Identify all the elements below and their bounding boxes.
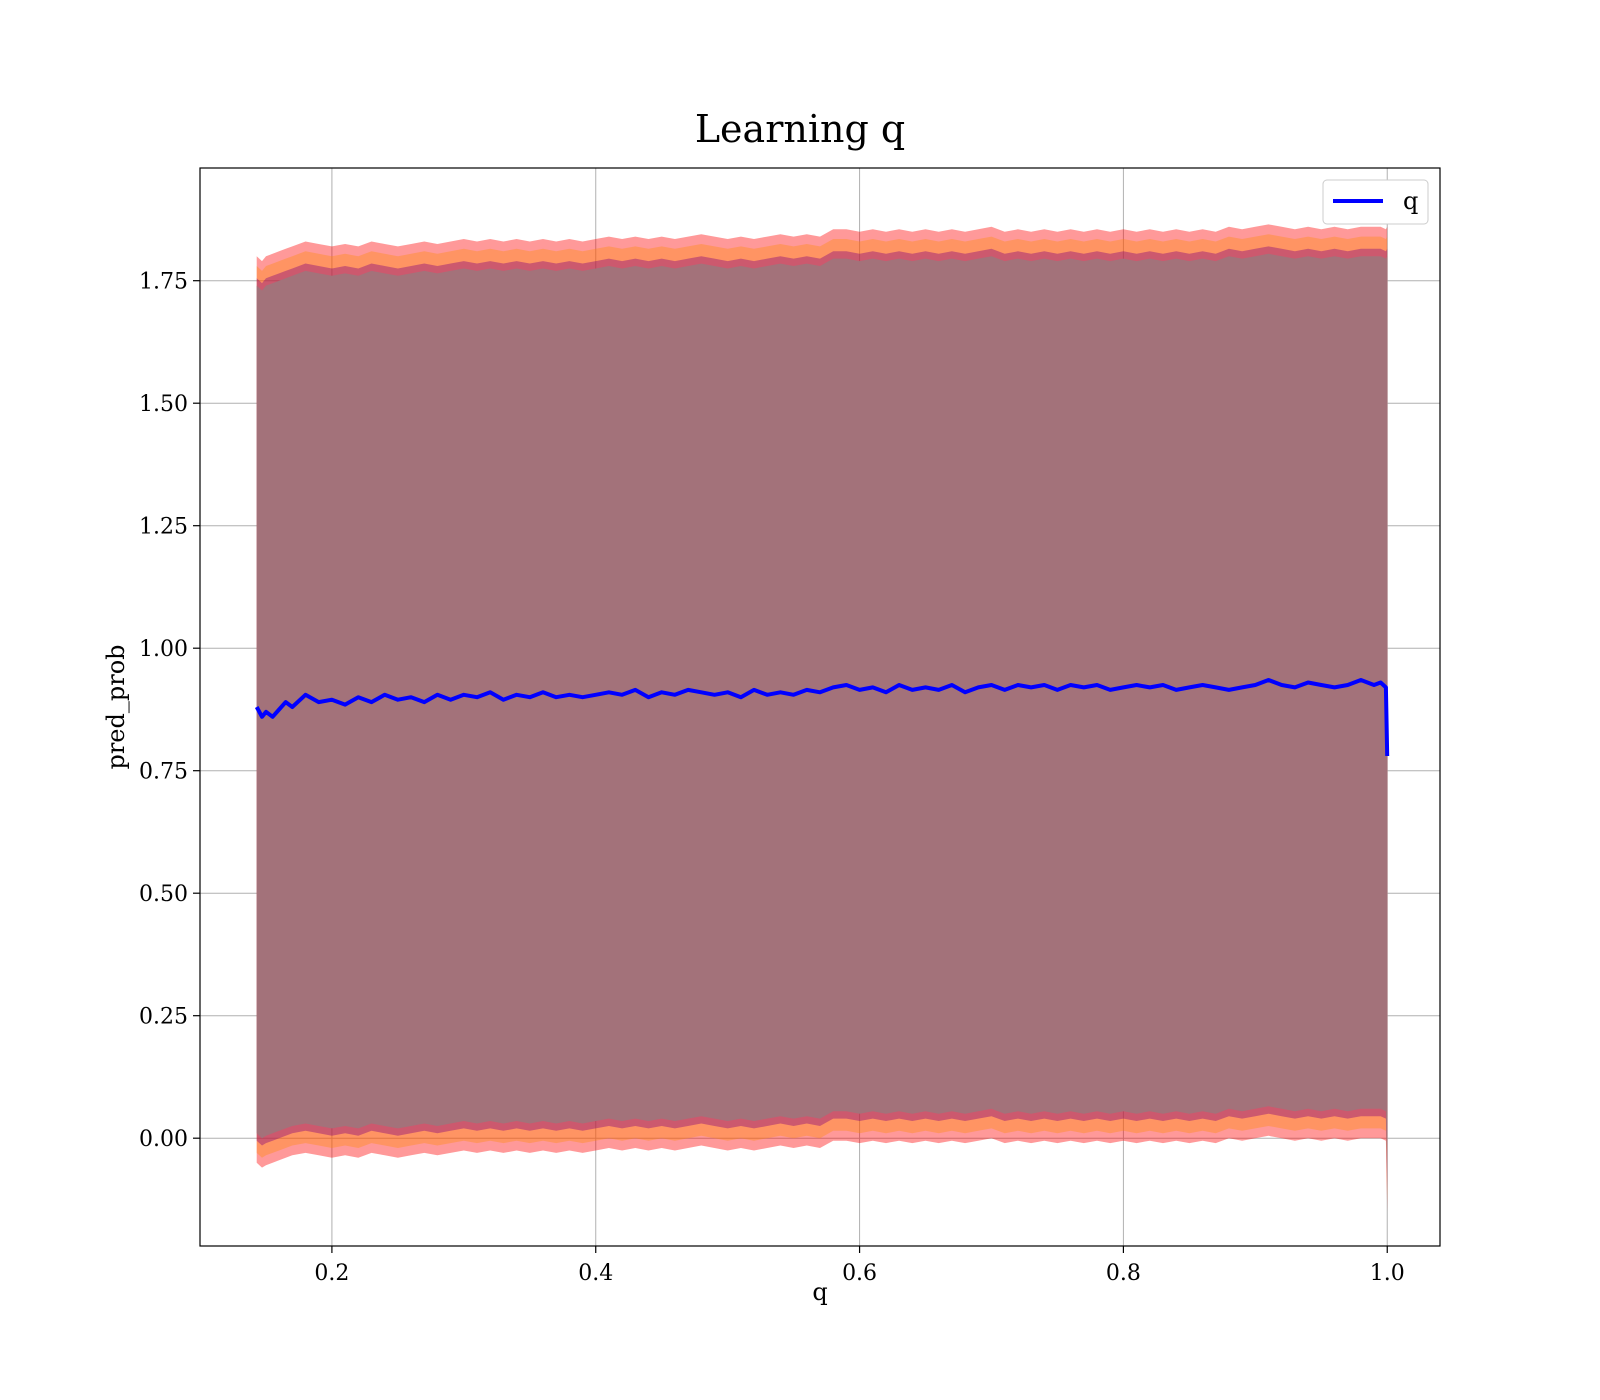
y-axis-label: pred_prob xyxy=(102,644,130,769)
band-core xyxy=(256,253,1388,1183)
series-lines xyxy=(254,678,1390,757)
axis-ticks: 0.2 0.4 0.6 0.8 1.0 0.00 0.25 0.50 0.75 1.00 1.25 1… xyxy=(139,270,1405,1286)
y-tick-label: 1.25 xyxy=(139,515,188,540)
x-tick-label: 0.8 xyxy=(1106,1261,1141,1286)
y-tick-label: 0.25 xyxy=(139,1005,188,1030)
chart-title: Learning q xyxy=(695,107,905,151)
plot-frame xyxy=(199,167,1441,1247)
x-tick-label: 1.0 xyxy=(1370,1261,1405,1286)
legend-label: q xyxy=(1403,187,1418,215)
series-line-q xyxy=(254,678,1390,757)
x-tick-label: 0.2 xyxy=(314,1261,349,1286)
x-tick-label: 0.4 xyxy=(578,1261,613,1286)
y-tick-label: 0.50 xyxy=(139,882,188,907)
y-tick-label: 0.75 xyxy=(139,760,188,785)
y-tick-label: 1.75 xyxy=(139,270,188,295)
legend: q xyxy=(1322,179,1429,225)
x-axis-label: q xyxy=(812,1278,827,1306)
y-tick-label: 0.00 xyxy=(139,1127,188,1152)
x-tick-label: 0.6 xyxy=(842,1261,877,1286)
y-tick-label: 1.50 xyxy=(139,392,188,417)
confidence-bands xyxy=(256,224,1388,1212)
y-tick-label: 1.00 xyxy=(139,637,188,662)
